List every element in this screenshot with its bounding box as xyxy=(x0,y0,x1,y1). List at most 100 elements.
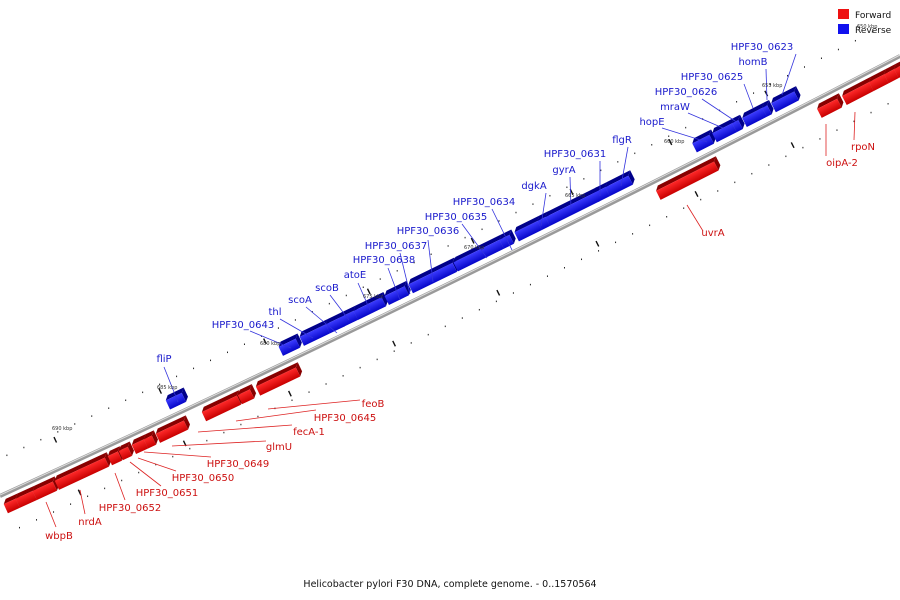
forward-gene-block xyxy=(656,156,721,200)
minor-tick xyxy=(104,487,106,490)
minor-tick xyxy=(125,399,127,402)
reverse-gene-block-face xyxy=(771,91,799,113)
reverse-gene-block-face xyxy=(712,123,737,143)
tick-label: 660 kbp xyxy=(664,139,684,145)
forward-gene-block-top xyxy=(118,441,130,452)
minor-tick xyxy=(615,241,617,244)
gene-label: atoE xyxy=(344,270,367,281)
forward-gene-block xyxy=(143,430,158,449)
gene-label: HPF30_0623 xyxy=(731,42,793,53)
leader-line xyxy=(79,489,86,515)
leader-line xyxy=(267,399,361,410)
forward-gene-block-face xyxy=(131,439,149,455)
minor-tick xyxy=(481,228,483,231)
forward-gene-block-side xyxy=(52,476,59,491)
leader-line xyxy=(129,461,162,487)
minor-tick xyxy=(600,169,602,172)
leader-line xyxy=(427,239,434,283)
gene-label: flgR xyxy=(612,135,632,146)
minor-tick xyxy=(362,286,364,289)
forward-gene-block-top xyxy=(869,68,886,83)
gene-label: uvrA xyxy=(701,228,724,239)
forward-gene-block-face xyxy=(817,98,842,118)
minor-tick xyxy=(819,138,821,140)
minor-tick xyxy=(376,358,378,361)
leader-line xyxy=(686,204,704,232)
forward-gene-block-top xyxy=(201,390,239,413)
reverse-gene-block-face xyxy=(499,234,514,249)
minor-tick xyxy=(515,211,517,214)
minor-tick xyxy=(717,190,719,192)
gene-label: HPF30_0649 xyxy=(207,459,269,470)
reverse-gene-block-top xyxy=(692,129,712,144)
reverse-gene-block-side xyxy=(709,129,716,144)
forward-gene-block xyxy=(54,452,111,490)
forward-gene-block-side xyxy=(104,452,111,467)
minor-tick xyxy=(325,383,327,385)
major-tick xyxy=(694,190,699,197)
leader-line xyxy=(661,127,708,143)
forward-gene-block-top xyxy=(131,434,146,445)
leader-line xyxy=(540,192,547,227)
reverse-gene-block-face xyxy=(453,239,504,272)
minor-tick xyxy=(753,92,755,94)
leader-line xyxy=(357,282,371,311)
minor-tick xyxy=(546,275,548,277)
reverse-gene-block-side xyxy=(738,114,745,130)
genome-backbone xyxy=(0,54,900,498)
legend-label-reverse: Reverse xyxy=(855,26,892,36)
forward-gene-block xyxy=(155,415,190,443)
reverse-gene-block-top xyxy=(339,305,356,318)
minor-tick xyxy=(498,220,500,222)
legend-swatch-forward xyxy=(838,9,849,19)
leader-line xyxy=(781,53,797,96)
reverse-gene-labels: fliP HPF30_0643 thl scoA scoB atoE HPF30… xyxy=(156,42,793,365)
leader-line xyxy=(569,176,572,209)
gene-label: HPF30_0638 xyxy=(353,255,415,266)
leader-line xyxy=(461,223,488,259)
forward-gene-block-top xyxy=(884,63,896,75)
reverse-gene-block xyxy=(771,86,801,113)
gene-label: HPF30_0637 xyxy=(365,241,427,252)
reverse-gene-block xyxy=(762,99,774,117)
forward-gene-block-top xyxy=(32,476,55,491)
minor-tick xyxy=(803,66,805,68)
legend: Forward Reverse xyxy=(838,9,892,36)
minor-tick xyxy=(121,479,123,482)
forward-gene-block-top xyxy=(143,430,154,440)
minor-tick xyxy=(427,333,429,336)
forward-gene-block-side xyxy=(183,415,190,430)
forward-gene-block-side xyxy=(295,362,303,377)
forward-gene-block-top xyxy=(237,384,252,396)
gene-label: HPF30_0650 xyxy=(172,473,234,484)
minor-tick xyxy=(189,447,191,450)
minor-tick xyxy=(529,283,531,286)
forward-gene-block-side xyxy=(714,156,721,171)
minor-tick xyxy=(91,415,93,417)
minor-tick xyxy=(583,178,585,180)
minor-tick xyxy=(396,270,398,272)
minor-tick xyxy=(206,439,208,442)
gene-label: HPF30_0634 xyxy=(453,197,515,208)
minor-tick xyxy=(36,519,38,521)
reverse-gene-block-top xyxy=(278,333,298,347)
major-tick xyxy=(158,387,163,394)
gene-label: HPF30_0636 xyxy=(397,226,459,237)
leader-line xyxy=(137,457,177,472)
minor-tick xyxy=(770,83,772,86)
minor-tick xyxy=(632,233,634,235)
reverse-gene-block-top xyxy=(353,292,384,311)
forward-gene-block-face xyxy=(143,435,157,449)
minor-tick xyxy=(193,367,195,370)
minor-tick xyxy=(787,74,789,77)
forward-gene-block-face xyxy=(656,161,719,200)
reverse-gene-block-top xyxy=(712,117,735,134)
leader-line xyxy=(197,424,293,433)
minor-tick xyxy=(853,120,855,123)
forward-gene-block xyxy=(894,58,900,79)
reverse-gene-block-side xyxy=(628,170,635,185)
tick-label: 675 kbp xyxy=(363,294,383,300)
gene-label: HPF30_0652 xyxy=(99,503,161,514)
forward-gene-block-top xyxy=(54,452,107,481)
minor-tick xyxy=(257,415,259,418)
